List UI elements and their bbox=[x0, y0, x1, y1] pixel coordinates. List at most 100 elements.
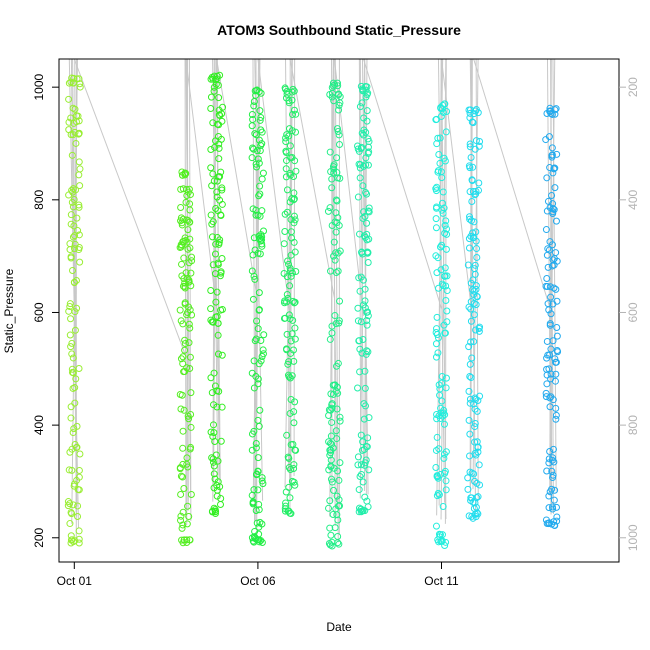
data-point bbox=[255, 88, 263, 96]
data-point bbox=[64, 502, 72, 510]
data-point bbox=[65, 95, 73, 103]
data-point bbox=[332, 320, 340, 328]
data-point bbox=[331, 256, 339, 264]
trajectory-line bbox=[472, 58, 479, 490]
data-point bbox=[282, 147, 290, 155]
data-point bbox=[471, 423, 479, 431]
data-point bbox=[553, 513, 561, 521]
data-point bbox=[435, 491, 443, 499]
data-point bbox=[186, 324, 194, 332]
data-point bbox=[433, 269, 441, 277]
data-point bbox=[188, 253, 196, 261]
y-tick-label: 600 bbox=[32, 302, 46, 322]
data-point bbox=[218, 110, 226, 118]
data-point bbox=[474, 493, 482, 501]
data-point bbox=[358, 129, 366, 137]
data-point bbox=[329, 511, 337, 519]
data-point bbox=[179, 473, 187, 481]
data-point bbox=[358, 249, 366, 257]
data-point bbox=[336, 247, 344, 255]
data-point bbox=[252, 131, 260, 139]
data-point bbox=[464, 261, 472, 269]
data-point bbox=[250, 234, 258, 242]
data-point bbox=[443, 287, 451, 295]
data-point bbox=[550, 458, 558, 466]
trajectory-line bbox=[289, 58, 335, 298]
data-point bbox=[547, 293, 555, 301]
data-point bbox=[177, 214, 185, 222]
data-point bbox=[255, 506, 263, 514]
data-point bbox=[328, 440, 336, 448]
data-point bbox=[469, 163, 477, 171]
data-point bbox=[468, 176, 476, 184]
data-point bbox=[359, 506, 367, 514]
data-point bbox=[434, 334, 442, 342]
data-point bbox=[357, 508, 365, 516]
y2-tick-label: 1000 bbox=[626, 524, 640, 551]
data-point bbox=[334, 389, 342, 397]
data-point bbox=[252, 444, 260, 452]
data-point bbox=[65, 118, 73, 126]
data-point bbox=[215, 144, 223, 152]
data-point bbox=[68, 365, 76, 373]
data-point bbox=[249, 144, 257, 152]
data-point bbox=[289, 316, 297, 324]
data-point bbox=[288, 234, 296, 242]
data-point bbox=[177, 204, 185, 212]
trajectory-line bbox=[73, 58, 187, 357]
data-point bbox=[289, 346, 297, 354]
data-point bbox=[178, 241, 186, 249]
data-point bbox=[326, 148, 334, 156]
y2-tick-label: 800 bbox=[626, 415, 640, 435]
data-point bbox=[207, 428, 215, 436]
data-point bbox=[288, 330, 296, 338]
data-point bbox=[464, 474, 472, 482]
data-point bbox=[75, 365, 83, 373]
data-point bbox=[442, 477, 450, 485]
data-point bbox=[181, 300, 189, 308]
data-point bbox=[283, 345, 291, 353]
data-point bbox=[251, 130, 259, 138]
data-point bbox=[255, 289, 263, 297]
data-point bbox=[467, 374, 475, 382]
data-point bbox=[256, 250, 264, 258]
data-point bbox=[354, 384, 362, 392]
data-point bbox=[473, 509, 481, 517]
data-point bbox=[362, 161, 370, 169]
y-tick-label: 400 bbox=[32, 415, 46, 435]
data-point bbox=[435, 284, 443, 292]
data-point bbox=[333, 125, 341, 133]
data-point bbox=[283, 186, 291, 194]
data-point bbox=[543, 174, 551, 182]
data-point bbox=[176, 390, 184, 398]
data-point bbox=[543, 467, 551, 475]
data-point bbox=[256, 190, 264, 198]
data-point bbox=[251, 275, 259, 283]
data-point bbox=[442, 217, 450, 225]
data-point bbox=[178, 168, 186, 176]
data-point bbox=[361, 367, 369, 375]
data-point bbox=[73, 476, 81, 484]
data-point bbox=[553, 332, 561, 340]
data-point bbox=[287, 441, 295, 449]
x-tick-label: Oct 01 bbox=[57, 574, 93, 588]
data-point bbox=[64, 498, 72, 506]
data-point bbox=[443, 225, 451, 233]
data-point bbox=[179, 282, 187, 290]
data-point bbox=[254, 380, 262, 388]
data-point bbox=[465, 244, 473, 252]
data-point bbox=[183, 520, 191, 528]
data-point bbox=[545, 455, 553, 463]
data-point bbox=[66, 302, 74, 310]
y2-tick-label: 600 bbox=[626, 302, 640, 322]
data-point bbox=[283, 291, 291, 299]
data-point bbox=[553, 323, 561, 331]
data-points bbox=[64, 71, 562, 550]
data-point bbox=[356, 103, 364, 111]
data-point bbox=[554, 348, 562, 356]
data-point bbox=[432, 522, 440, 530]
data-point bbox=[470, 287, 478, 295]
data-point bbox=[286, 282, 294, 290]
data-point bbox=[466, 372, 474, 380]
